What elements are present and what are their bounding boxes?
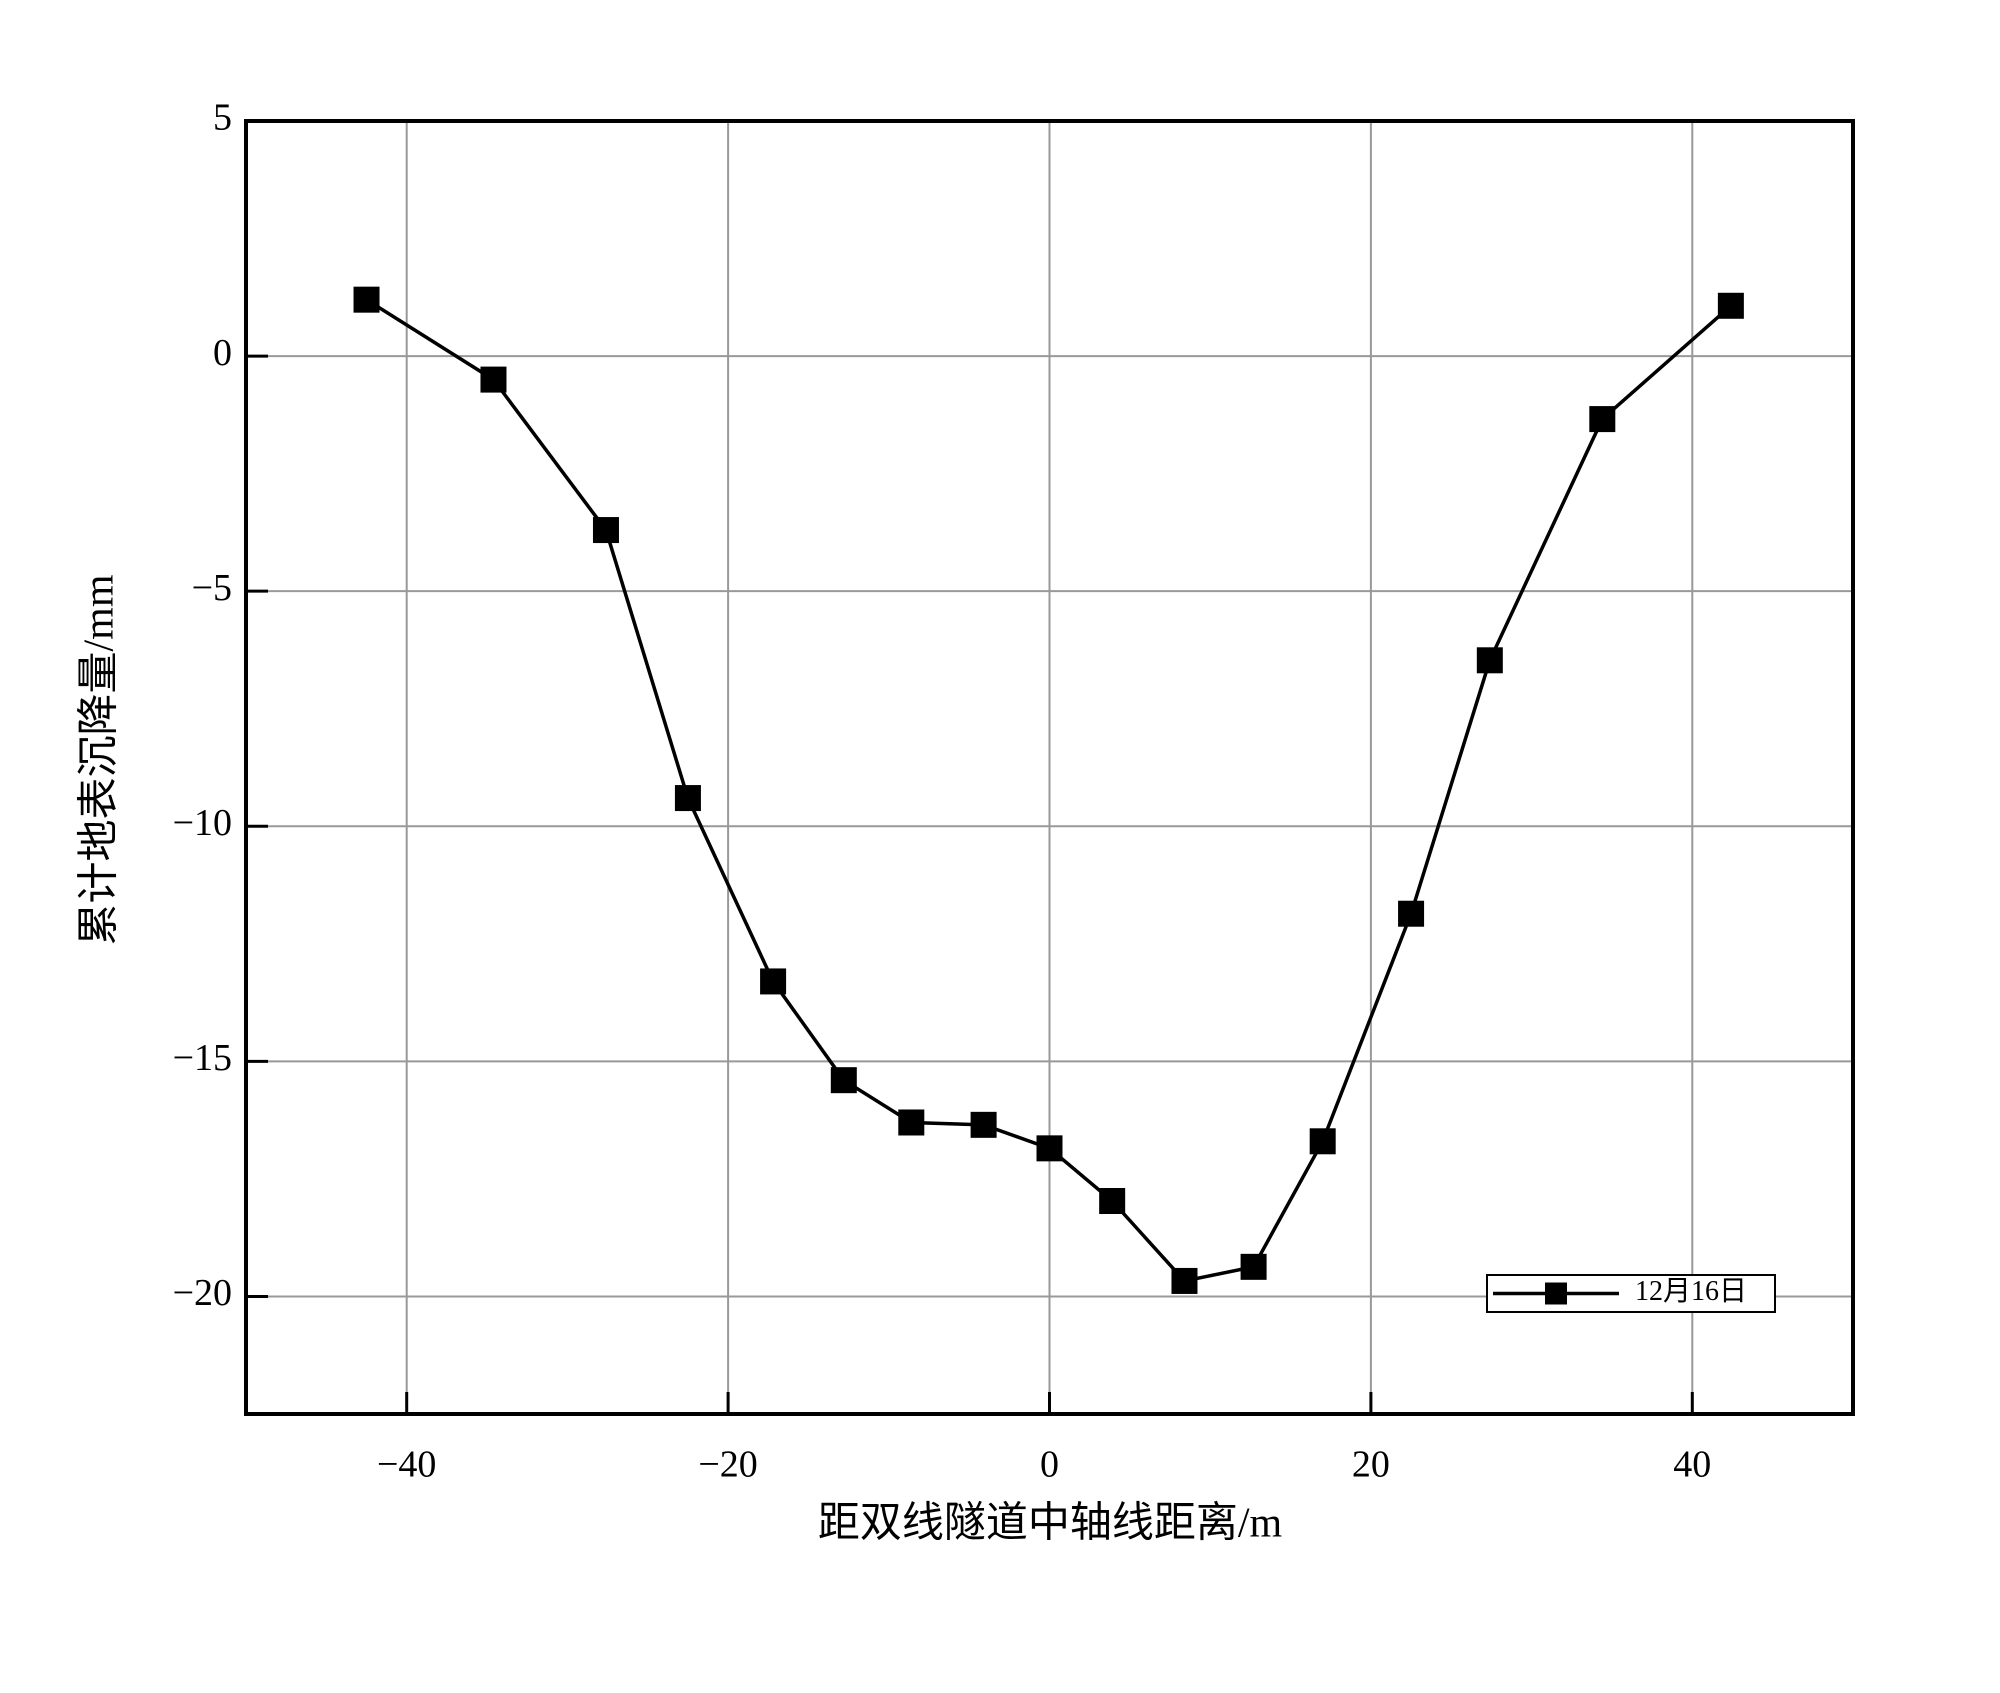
x-tick-label: 0 — [1040, 1444, 1059, 1486]
y-tick-label: −20 — [173, 1272, 232, 1314]
data-point — [1309, 1128, 1336, 1155]
data-point — [353, 286, 380, 313]
data-point — [480, 366, 507, 393]
data-point — [1398, 900, 1425, 927]
data-point — [592, 517, 619, 544]
y-tick-label: 0 — [213, 332, 232, 374]
x-tick-label: −20 — [698, 1444, 757, 1486]
data-point — [1589, 406, 1616, 433]
y-axis-label: 累计地表沉降量/mm — [77, 574, 123, 945]
data-point — [1036, 1135, 1063, 1162]
y-tick-label: 5 — [213, 97, 232, 139]
legend-marker — [1545, 1282, 1567, 1305]
y-tick-label: −10 — [173, 802, 232, 844]
data-point — [1476, 647, 1503, 674]
x-tick-label: −40 — [377, 1444, 436, 1486]
plot-frame — [244, 119, 1855, 1416]
x-axis-label: 距双线隧道中轴线距离/m — [818, 1500, 1283, 1547]
data-point — [1099, 1188, 1126, 1215]
y-tick-label: −15 — [173, 1037, 232, 1079]
x-tick-label: 20 — [1352, 1444, 1390, 1486]
y-tick-label: −5 — [192, 567, 232, 609]
data-point — [970, 1111, 997, 1138]
data-point — [1240, 1253, 1267, 1280]
x-tick-label: 40 — [1673, 1444, 1711, 1486]
data-point — [760, 968, 787, 995]
data-point — [674, 785, 701, 812]
data-point — [898, 1109, 925, 1136]
legend-label: 12月16日 — [1635, 1276, 1747, 1307]
data-point — [1717, 292, 1744, 319]
data-point — [1171, 1267, 1198, 1294]
data-point — [830, 1067, 857, 1094]
